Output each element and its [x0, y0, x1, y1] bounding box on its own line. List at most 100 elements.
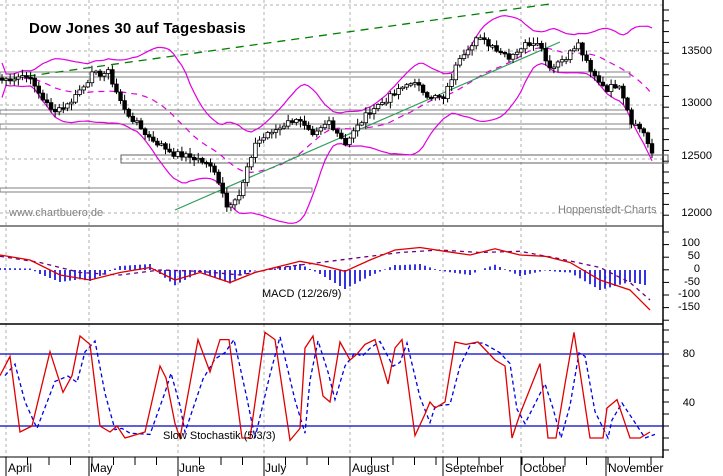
candle-body — [531, 43, 536, 46]
x-month-august: August — [352, 461, 390, 475]
stoch-ytick-80: 80 — [682, 348, 695, 360]
candle-body — [191, 156, 197, 161]
candle-body — [142, 128, 148, 136]
candle-body — [212, 165, 217, 173]
candle-body — [424, 92, 430, 98]
candle-body — [310, 129, 315, 136]
candle-body — [518, 48, 524, 53]
price-ytick-13500: 13500 — [681, 45, 712, 57]
candle-body — [576, 42, 581, 50]
candle-body — [36, 85, 41, 94]
candle-body — [134, 120, 140, 123]
macd-ytick-minus100: -100 — [677, 288, 700, 300]
candle-body — [151, 136, 156, 142]
candle-body — [106, 69, 111, 74]
price-ytick-13000: 13000 — [681, 97, 712, 109]
candle-body — [224, 192, 230, 208]
candle-body — [57, 107, 62, 113]
price-ytick-12500: 12500 — [681, 150, 712, 162]
candle-body — [584, 54, 589, 61]
candle-body — [568, 50, 573, 60]
candle-body — [339, 132, 344, 139]
candle-body — [527, 42, 532, 46]
candle-body — [236, 195, 242, 201]
macd-ytick-50: 50 — [687, 250, 700, 262]
candle-body — [3, 78, 9, 81]
candle-body — [412, 82, 418, 85]
candle-body — [318, 127, 324, 132]
candle-body — [97, 70, 103, 77]
candle-body — [592, 70, 597, 77]
candle-body — [343, 137, 348, 146]
macd-ytick-minus150: -150 — [677, 301, 700, 313]
candle-body — [118, 91, 123, 102]
candle-body — [408, 83, 414, 86]
candle-body — [600, 81, 606, 87]
candle-body — [269, 131, 275, 135]
chart-title: Dow Jones 30 auf Tagesbasis — [29, 20, 246, 37]
candle-body — [281, 125, 287, 129]
candle-body — [171, 151, 176, 157]
candle-body — [388, 93, 393, 103]
candle-body — [621, 85, 626, 99]
candle-body — [469, 45, 475, 51]
candle-body — [608, 84, 614, 92]
candle-body — [20, 75, 25, 78]
macd-label: MACD (12/26/9) — [262, 288, 342, 300]
resistance-box — [0, 123, 631, 130]
candle-body — [85, 82, 91, 88]
candle-body — [375, 104, 381, 110]
stochastic-label: Slow Stochastik (5/3/3) — [163, 430, 276, 442]
candle-body — [179, 151, 185, 158]
candle-body — [7, 78, 13, 82]
candle-body — [187, 153, 193, 158]
candle-body — [216, 171, 221, 184]
candle-body — [535, 43, 540, 46]
candle-body — [204, 161, 209, 165]
candle-body — [441, 96, 446, 99]
candle-body — [0, 77, 5, 81]
candle-body — [12, 78, 17, 82]
candle-body — [359, 122, 364, 126]
x-month-july: July — [265, 461, 287, 475]
candle-body — [617, 85, 622, 89]
candle-body — [645, 132, 651, 145]
candle-body — [65, 103, 70, 109]
candle-body — [400, 86, 405, 90]
candle-body — [539, 43, 544, 49]
candle-body — [245, 166, 250, 183]
candle-body — [604, 85, 610, 92]
candle-body — [40, 92, 46, 101]
candle-body — [196, 157, 201, 161]
candle-body — [228, 204, 234, 208]
candle-body — [208, 162, 213, 167]
macd-ytick-0: 0 — [693, 263, 700, 275]
candle-body — [379, 102, 385, 105]
candle-body — [580, 42, 585, 56]
candle-body — [163, 143, 168, 150]
candle-body — [220, 182, 225, 194]
candle-body — [502, 52, 508, 55]
candle-body — [48, 102, 54, 110]
candle-body — [523, 42, 528, 50]
macd-line — [0, 246, 651, 311]
candle-body — [330, 120, 336, 131]
candle-body — [306, 124, 311, 130]
bollinger-middle — [1, 47, 653, 174]
candle-body — [433, 95, 438, 99]
candle-body — [93, 70, 99, 74]
candle-body — [89, 71, 95, 84]
watermark-hoppenstedt: Hoppenstedt-Charts — [558, 204, 657, 216]
candle-body — [261, 137, 266, 141]
candle-body — [396, 88, 401, 95]
support-box — [120, 154, 669, 164]
bollinger-upper — [1, 14, 653, 133]
candle-body — [69, 101, 74, 105]
candle-body — [24, 75, 29, 78]
x-month-november: November — [608, 461, 664, 475]
candle-body — [61, 107, 66, 110]
candle-body — [159, 143, 164, 146]
bollinger-lower — [1, 62, 653, 224]
